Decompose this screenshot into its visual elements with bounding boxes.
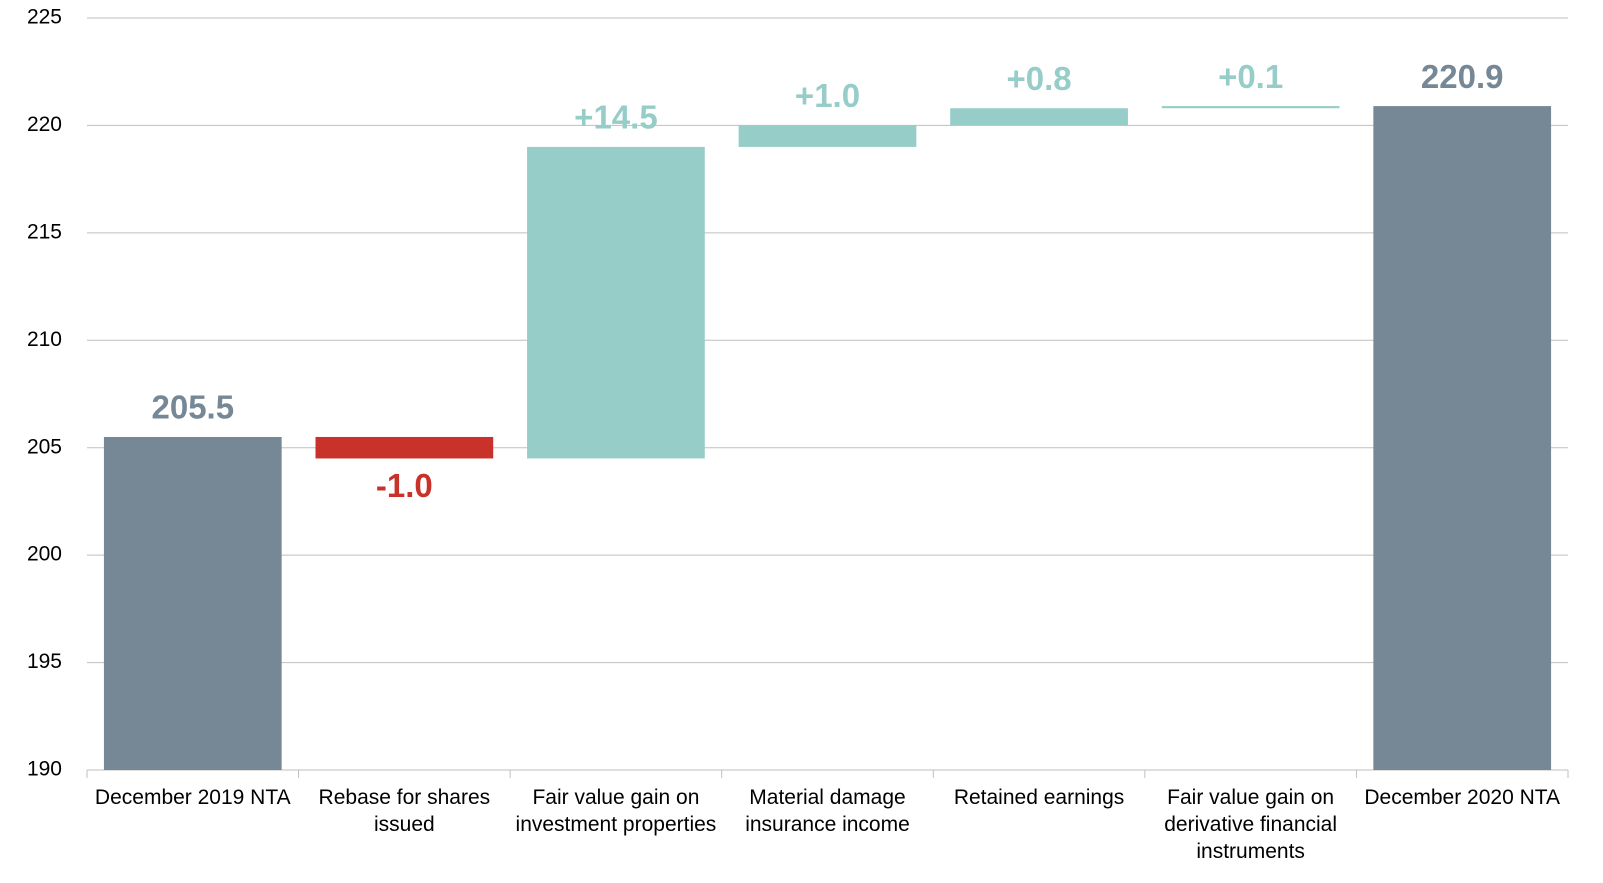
value-label: 205.5 — [151, 389, 234, 426]
x-tick-label: December 2019 NTA — [94, 786, 291, 809]
value-label: +1.0 — [795, 77, 860, 114]
x-tick-label: Retained earnings — [953, 786, 1125, 809]
x-tick-label: Rebase for shares issued — [318, 786, 491, 836]
value-label: +0.1 — [1218, 58, 1283, 95]
bar — [1161, 106, 1340, 109]
y-tick-label: 215 — [27, 220, 62, 243]
bar — [950, 108, 1128, 126]
value-label: +0.8 — [1006, 60, 1071, 97]
y-tick-label: 190 — [27, 758, 62, 781]
y-tick-label: 210 — [27, 328, 62, 351]
bar — [738, 125, 917, 147]
bar — [527, 146, 705, 459]
y-tick-label: 220 — [27, 113, 62, 136]
y-tick-label: 205 — [27, 435, 62, 458]
x-tick-label: Material damage insurance income — [745, 786, 910, 836]
y-tick-label: 195 — [27, 650, 62, 673]
bar — [1373, 106, 1552, 770]
value-label: -1.0 — [376, 467, 433, 504]
x-tick-label: Fair value gain on derivative financial … — [1164, 786, 1338, 863]
bar — [315, 436, 494, 459]
value-label: +14.5 — [574, 99, 658, 136]
value-label: 220.9 — [1421, 58, 1504, 95]
y-tick-label: 225 — [27, 6, 62, 29]
x-tick-label: Fair value gain on investment properties — [515, 786, 717, 836]
x-tick-label: December 2020 NTA — [1364, 786, 1561, 809]
bar — [103, 436, 282, 770]
y-tick-label: 200 — [27, 543, 62, 566]
